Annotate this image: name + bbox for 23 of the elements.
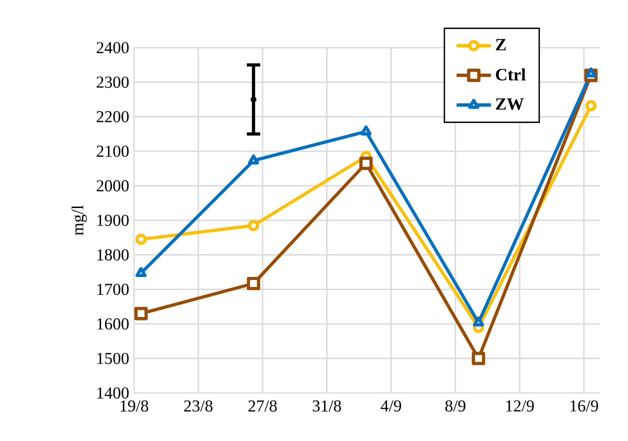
y-axis-title: mg/l (72, 205, 87, 236)
x-tick-label: 12/9 (506, 400, 534, 412)
y-tick-label: 1600 (97, 318, 129, 330)
legend-label: ZW (496, 98, 524, 110)
y-tick-label: 2100 (96, 146, 129, 157)
x-tick-label: 16/9 (570, 400, 598, 412)
x-tick-label: 27/8 (248, 400, 277, 412)
y-tick-label: 2300 (96, 76, 129, 88)
x-tick-label: 19/8 (120, 400, 148, 412)
y-tick-label: 1400 (97, 387, 129, 399)
y-tick-label: 1800 (97, 249, 129, 260)
legend-label: Ctrl (496, 68, 526, 81)
y-tick-label: 2000 (96, 180, 129, 192)
y-tick-label: 1900 (97, 214, 129, 226)
x-tick-label: 31/8 (312, 400, 342, 412)
y-tick-label: 1700 (97, 284, 129, 296)
y-tick-label: 2400 (96, 42, 129, 54)
legend-label: Z (496, 38, 506, 50)
x-tick-label: 8/9 (445, 400, 466, 412)
y-tick-label: 2200 (96, 111, 129, 122)
x-tick-label: 23/8 (184, 400, 212, 412)
x-tick-label: 4/9 (380, 400, 402, 412)
y-tick-label: 1500 (97, 352, 129, 364)
